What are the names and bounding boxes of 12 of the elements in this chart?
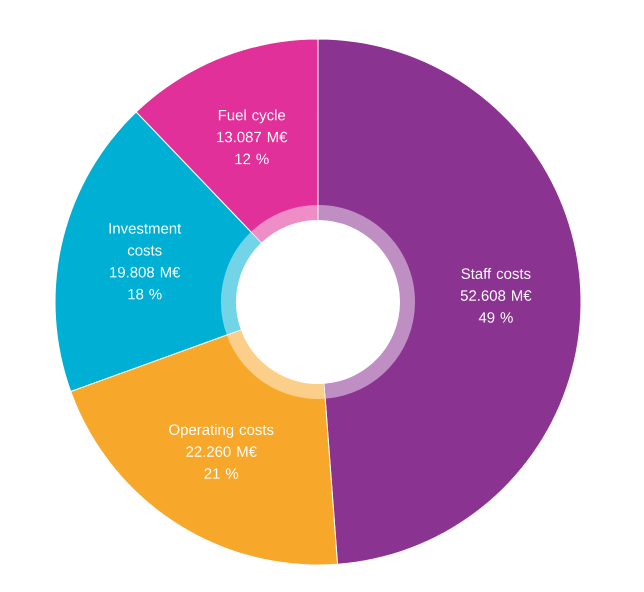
slice-label: Staff costs [461, 268, 530, 279]
text: 21 % [204, 468, 238, 479]
slice-label: Fuel cycle [218, 109, 286, 124]
data-label: 13.087 M€ [217, 132, 288, 142]
slice-label: Investment costs [110, 223, 182, 256]
data-label: 22.260 M€ [186, 446, 257, 457]
data-label: 19.808 M€ [110, 266, 180, 278]
text: 49 % [478, 312, 513, 323]
data-label: 52.608 M€ [460, 290, 532, 301]
text: 18 % [128, 288, 162, 300]
text: 12 % [235, 154, 269, 164]
slice-label: Operating costs [169, 424, 274, 438]
